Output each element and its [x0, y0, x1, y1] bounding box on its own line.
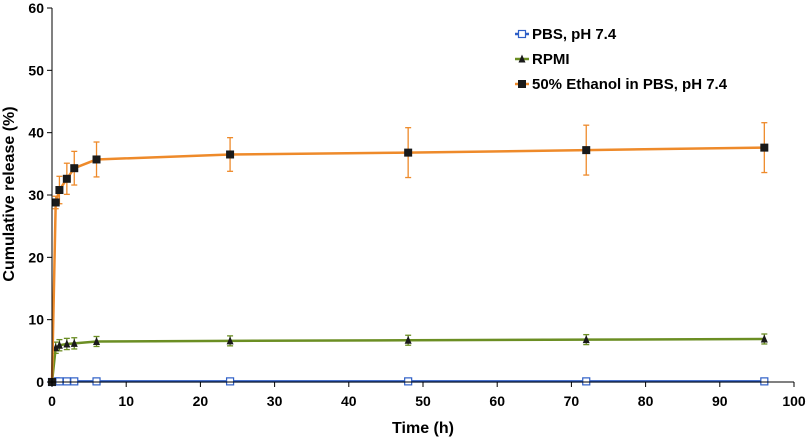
data-point: [582, 335, 590, 344]
data-point: [760, 377, 769, 386]
legend-item-1: RPMI: [515, 51, 570, 68]
x-tick-label: 100: [782, 393, 806, 409]
data-point: [55, 340, 63, 349]
data-point: [404, 335, 412, 344]
y-tick-label: 10: [28, 312, 44, 328]
legend-label: RPMI: [532, 51, 570, 68]
data-point: [92, 155, 101, 164]
data-point: [62, 377, 71, 386]
x-tick-label: 20: [193, 393, 209, 409]
data-point: [93, 336, 101, 345]
series-line: [50, 146, 765, 383]
data-point: [62, 174, 71, 183]
x-tick-label: 90: [712, 393, 728, 409]
data-point: [404, 377, 413, 386]
data-point: [92, 377, 101, 386]
data-point: [760, 143, 769, 152]
x-tick-label: 40: [341, 393, 357, 409]
legend-marker: [518, 54, 526, 63]
legend: PBS, pH 7.4 RPMI 50% Ethanol in PBS, pH 7.…: [515, 26, 728, 93]
data-point: [70, 377, 79, 386]
legend-marker: [518, 80, 526, 88]
data-point: [70, 164, 79, 173]
data-point: [404, 148, 413, 157]
legend-item-2: 50% Ethanol in PBS, pH 7.4: [515, 76, 728, 93]
x-tick-label: 80: [638, 393, 654, 409]
x-tick-label: 0: [48, 393, 56, 409]
y-axis-title: Cumulative release (%): [1, 106, 18, 281]
data-point: [582, 377, 591, 386]
data-point: [760, 334, 768, 343]
y-tick-label: 50: [28, 62, 44, 78]
legend-item-0: PBS, pH 7.4: [515, 26, 617, 43]
legend-label: 50% Ethanol in PBS, pH 7.4: [532, 76, 728, 93]
series-0: [47, 377, 769, 387]
y-tick-label: 60: [28, 0, 44, 16]
legend-marker: [517, 29, 527, 39]
data-point: [55, 377, 64, 386]
x-axis-title: Time (h): [392, 420, 454, 437]
y-tick-label: 30: [28, 187, 44, 203]
y-axis: 0 10 20 30 40 50 60: [28, 0, 53, 390]
data-point: [51, 198, 60, 207]
data-point: [225, 377, 235, 386]
x-tick-label: 50: [415, 393, 431, 409]
plot-area: [47, 122, 769, 387]
data-point: [582, 146, 591, 155]
y-tick-label: 40: [28, 125, 44, 141]
data-point: [226, 150, 235, 159]
x-tick-label: 60: [489, 393, 505, 409]
x-tick-label: 10: [118, 393, 134, 409]
x-tick-label: 30: [267, 393, 283, 409]
data-point: [55, 186, 64, 195]
y-tick-label: 20: [28, 249, 44, 265]
data-point: [52, 343, 60, 352]
y-tick-label: 0: [36, 374, 44, 390]
x-axis: 0 10 20 30 40 50 60 70 80 90 100: [48, 381, 806, 409]
data-point: [63, 339, 71, 348]
data-point: [70, 338, 78, 347]
data-point: [226, 336, 234, 345]
x-tick-label: 70: [564, 393, 580, 409]
series-1: [48, 333, 768, 386]
legend-label: PBS, pH 7.4: [532, 26, 617, 43]
series-2: [48, 122, 769, 386]
